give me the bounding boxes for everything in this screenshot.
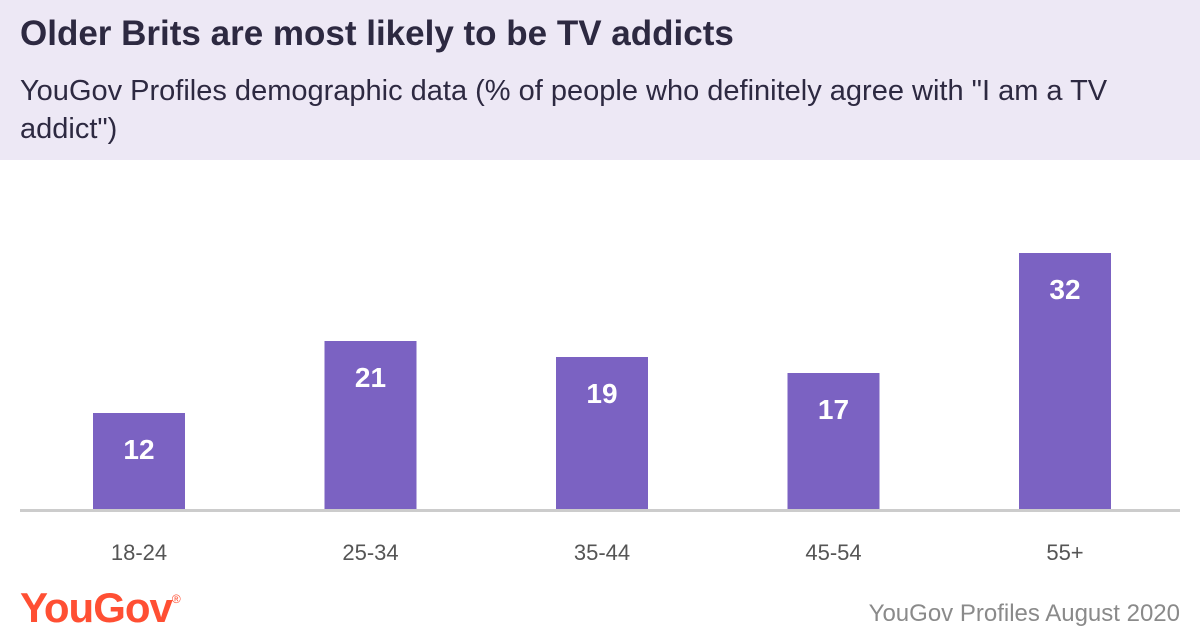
source-note: YouGov Profiles August 2020 [868, 600, 1180, 627]
x-tick-label: 55+ [1046, 540, 1083, 565]
data-label: 32 [1049, 274, 1080, 305]
chart-subtitle: YouGov Profiles demographic data (% of p… [20, 75, 1108, 145]
x-axis-line [20, 509, 1180, 512]
x-tick-label: 45-54 [805, 540, 861, 565]
yougov-logo: YouGov® [20, 584, 181, 632]
chart-title: Older Brits are most likely to be TV add… [20, 14, 734, 53]
bar-35-44 [556, 357, 648, 509]
logo-text: YouGov [20, 584, 173, 631]
bar-55+ [1019, 253, 1111, 509]
data-label: 12 [123, 434, 154, 465]
x-tick-label: 18-24 [111, 540, 167, 565]
bar-25-34 [324, 341, 417, 509]
data-label: 19 [586, 378, 617, 409]
chart-header: Older Brits are most likely to be TV add… [0, 0, 1200, 160]
bar-45-54 [787, 373, 880, 509]
trademark-icon: ® [171, 592, 181, 606]
data-label: 17 [818, 394, 849, 425]
x-tick-label: 25-34 [342, 540, 398, 565]
bar-chart: 12 18-24 21 25-34 19 35-44 17 45-54 32 55+ [20, 253, 1180, 565]
bar-18-24 [93, 413, 185, 509]
x-tick-label: 35-44 [574, 540, 630, 565]
data-label: 21 [355, 362, 386, 393]
